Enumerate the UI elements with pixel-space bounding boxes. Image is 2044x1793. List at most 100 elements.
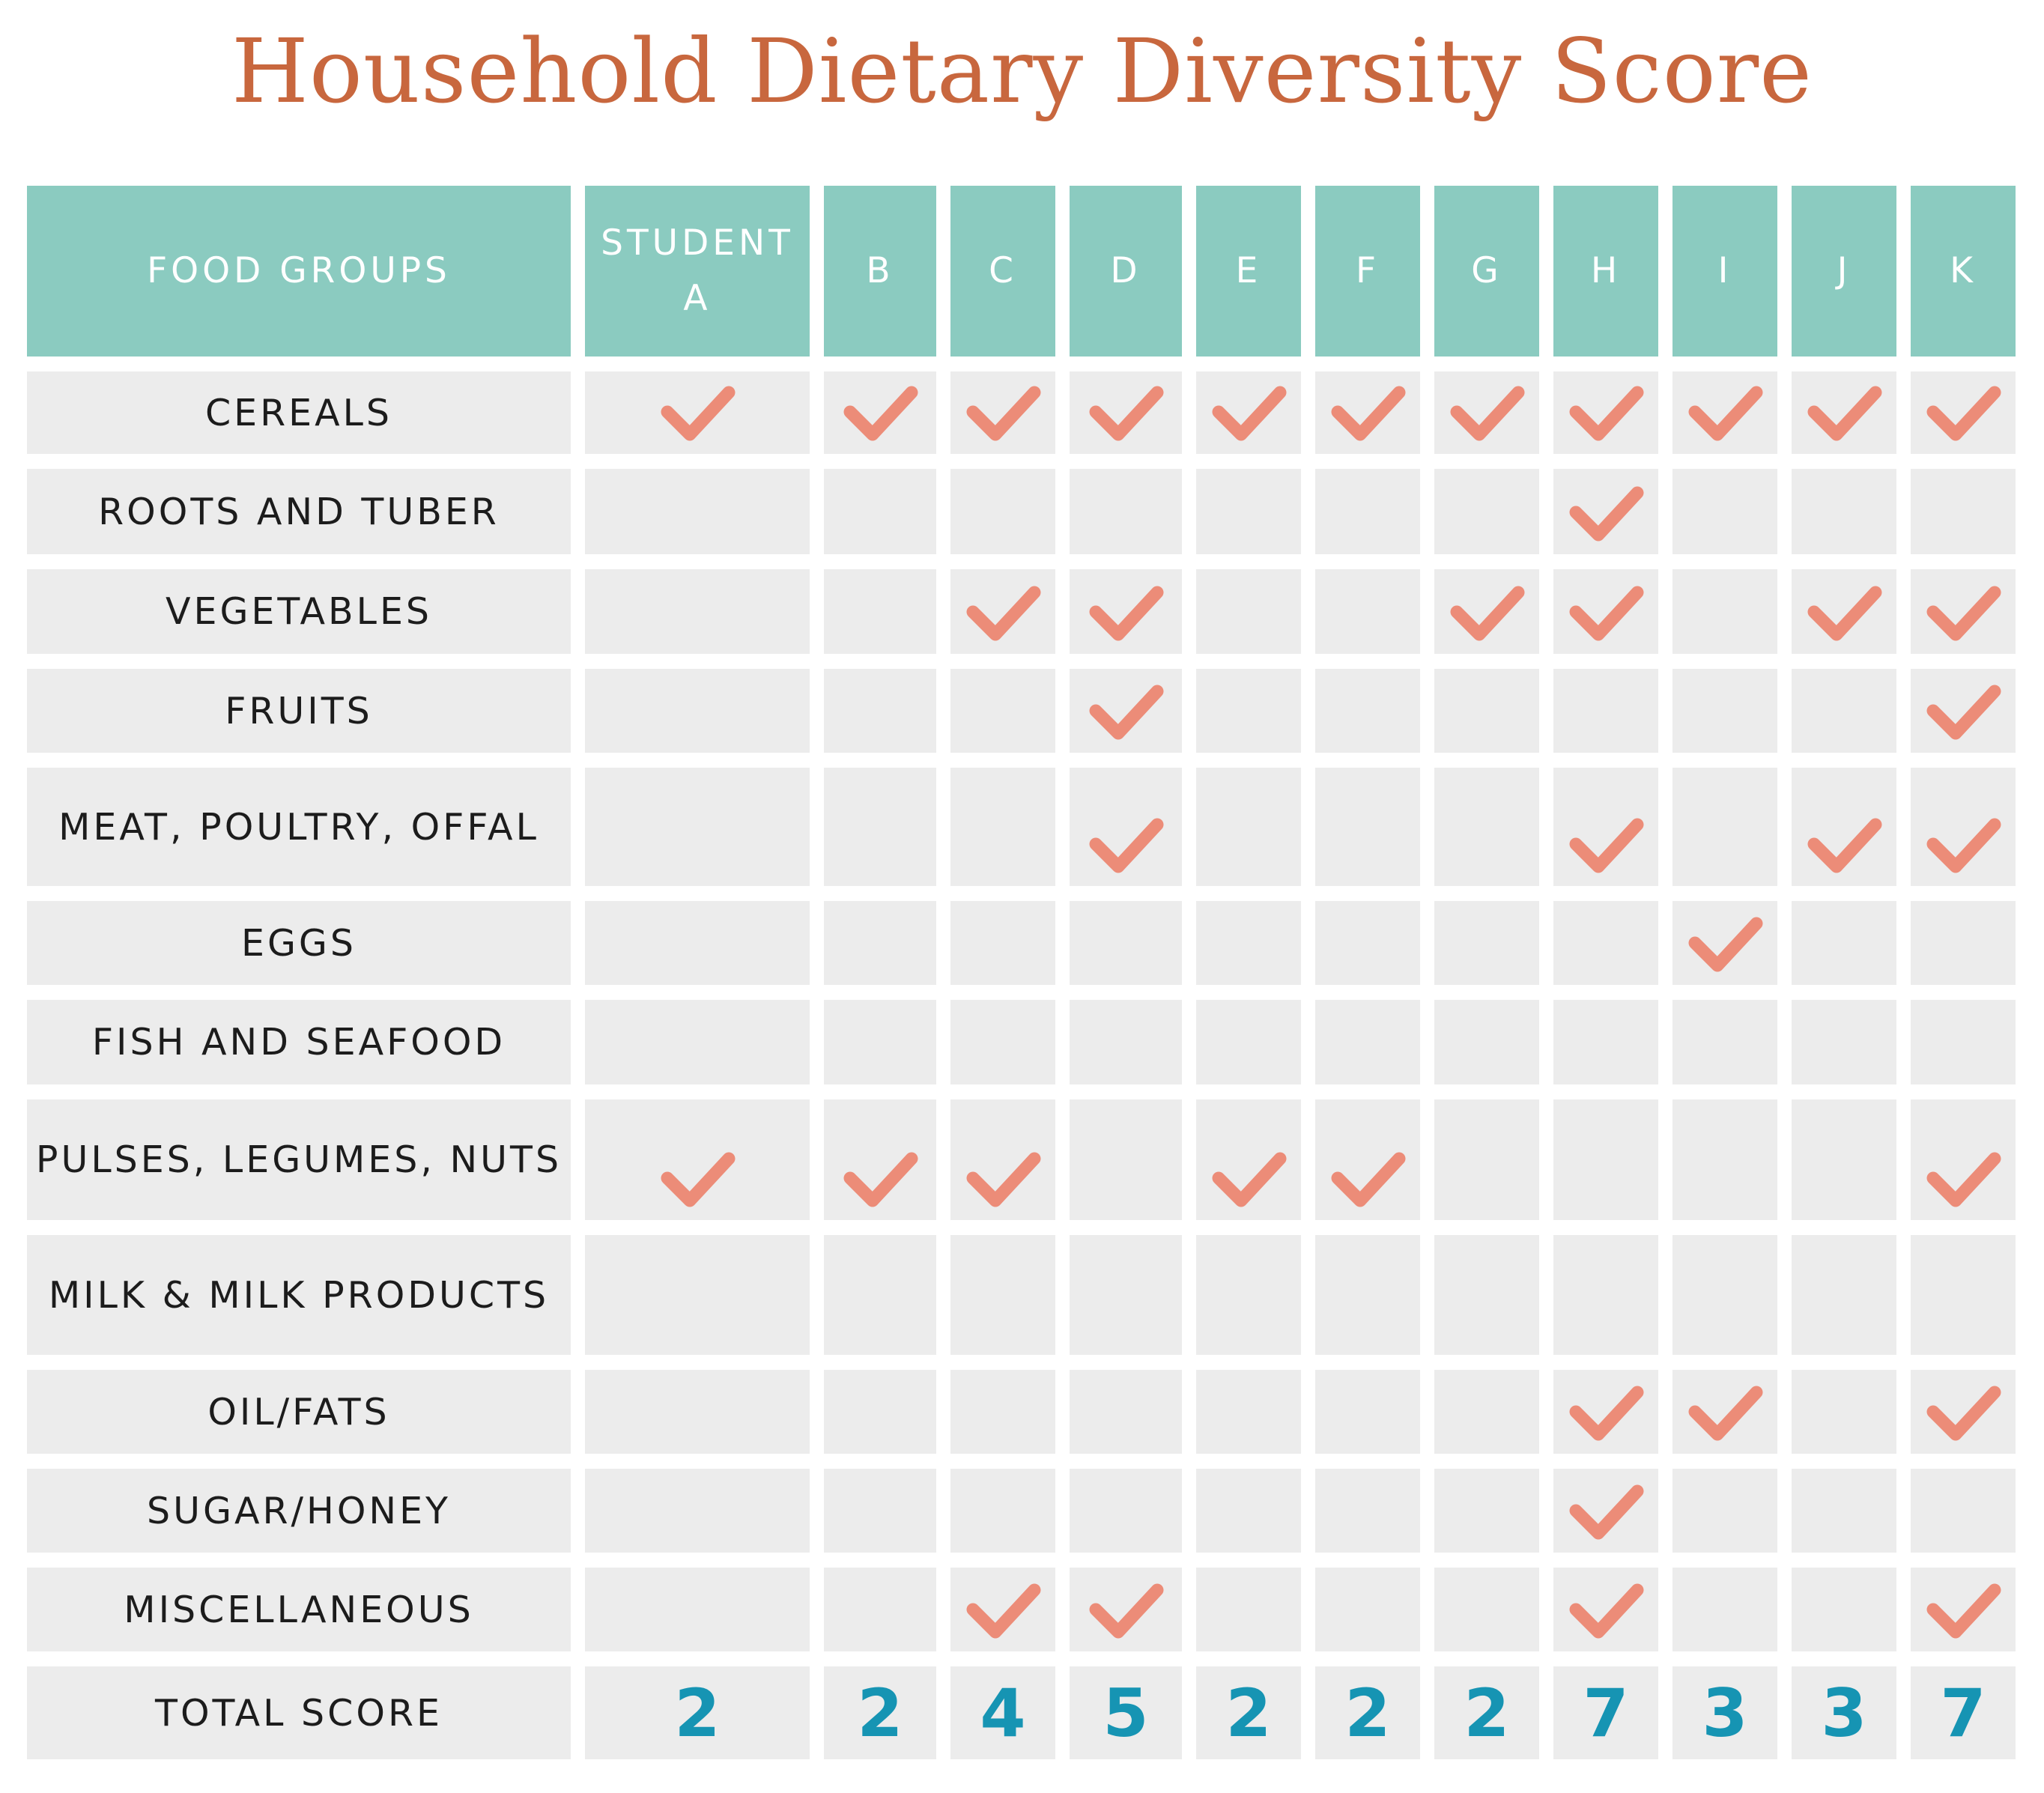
check-cell (1070, 1370, 1182, 1454)
check-cell (1196, 1000, 1301, 1084)
header-column: STUDENT A (585, 186, 810, 357)
check-cell (1434, 371, 1539, 454)
total-score-value: 7 (1911, 1666, 2016, 1759)
check-cell (950, 1099, 1055, 1220)
check-mark-icon (661, 1152, 736, 1207)
check-cell (1911, 569, 2016, 654)
check-cell (1792, 1469, 1896, 1553)
check-cell (1672, 1568, 1777, 1651)
check-cell (1196, 1469, 1301, 1553)
check-mark-icon (1926, 1152, 2001, 1207)
check-mark-icon (1926, 1386, 2001, 1441)
check-cell (585, 1000, 810, 1084)
check-mark-icon (1926, 818, 2001, 873)
check-cell (1315, 901, 1420, 985)
check-mark-icon (1926, 685, 2001, 740)
food-group-label: PULSES, LEGUMES, NUTS (27, 1099, 571, 1220)
check-cell (1070, 669, 1182, 753)
check-cell (824, 469, 936, 554)
check-mark-icon (1089, 1583, 1164, 1639)
check-mark-icon (1450, 386, 1525, 441)
check-cell (824, 1235, 936, 1355)
check-cell (1911, 768, 2016, 886)
check-cell (1792, 469, 1896, 554)
check-cell (1792, 569, 1896, 654)
check-cell (1315, 469, 1420, 554)
check-mark-icon (1688, 1386, 1763, 1441)
check-cell (1196, 768, 1301, 886)
check-cell (824, 669, 936, 753)
check-cell (1196, 371, 1301, 454)
check-cell (950, 1235, 1055, 1355)
total-score-value: 5 (1070, 1666, 1182, 1759)
check-cell (585, 469, 810, 554)
check-cell (1434, 768, 1539, 886)
check-cell (1196, 1099, 1301, 1220)
check-cell (1792, 371, 1896, 454)
total-score-value: 2 (1196, 1666, 1301, 1759)
check-cell (1792, 1568, 1896, 1651)
total-score-value: 2 (1315, 1666, 1420, 1759)
check-mark-icon (966, 586, 1041, 641)
check-cell (1911, 1469, 2016, 1553)
check-cell (585, 1568, 810, 1651)
food-group-label: SUGAR/HONEY (27, 1469, 571, 1553)
check-cell (585, 371, 810, 454)
check-cell (1196, 569, 1301, 654)
check-mark-icon (1569, 1484, 1644, 1540)
check-cell (1070, 1000, 1182, 1084)
check-cell (1196, 1235, 1301, 1355)
check-mark-icon (1926, 586, 2001, 641)
total-score-value: 2 (585, 1666, 810, 1759)
check-cell (1672, 669, 1777, 753)
check-cell (1434, 901, 1539, 985)
check-mark-icon (1688, 386, 1763, 441)
check-cell (1434, 1099, 1539, 1220)
header-column: C (950, 186, 1055, 357)
check-cell (824, 1000, 936, 1084)
check-cell (1553, 569, 1658, 654)
check-cell (824, 1099, 936, 1220)
check-cell (950, 768, 1055, 886)
check-cell (1315, 1370, 1420, 1454)
check-cell (1672, 1000, 1777, 1084)
check-cell (1070, 1469, 1182, 1553)
check-mark-icon (1089, 685, 1164, 740)
check-cell (1196, 469, 1301, 554)
diversity-table: FOOD GROUPS STUDENT A B C D E F G H I J K CEREALS ROO… (27, 186, 2023, 1759)
header-column: F (1315, 186, 1420, 357)
check-cell (1792, 1000, 1896, 1084)
check-cell (1553, 768, 1658, 886)
food-group-label: OIL/FATS (27, 1370, 571, 1454)
check-cell (824, 1370, 936, 1454)
check-cell (1672, 469, 1777, 554)
header-column: J (1792, 186, 1896, 357)
check-cell (1315, 669, 1420, 753)
page-title: Household Dietary Diversity Score (231, 19, 1813, 123)
total-score-label: TOTAL SCORE (27, 1666, 571, 1759)
check-cell (950, 669, 1055, 753)
check-cell (1196, 1568, 1301, 1651)
check-cell (1911, 1235, 2016, 1355)
check-cell (1911, 1000, 2016, 1084)
header-column: K (1911, 186, 2016, 357)
check-cell (1792, 901, 1896, 985)
check-cell (585, 569, 810, 654)
food-group-label: EGGS (27, 901, 571, 985)
check-mark-icon (1089, 818, 1164, 873)
check-mark-icon (1089, 386, 1164, 441)
header-column: E (1196, 186, 1301, 357)
check-mark-icon (966, 386, 1041, 441)
check-cell (1792, 1370, 1896, 1454)
food-group-label: CEREALS (27, 371, 571, 454)
check-cell (1315, 1469, 1420, 1553)
food-group-label: FRUITS (27, 669, 571, 753)
check-cell (585, 669, 810, 753)
check-cell (1070, 569, 1182, 654)
check-mark-icon (1569, 486, 1644, 541)
check-cell (1792, 1099, 1896, 1220)
check-cell (1553, 1099, 1658, 1220)
check-cell (1553, 1000, 1658, 1084)
check-cell (1911, 901, 2016, 985)
check-cell (585, 1370, 810, 1454)
